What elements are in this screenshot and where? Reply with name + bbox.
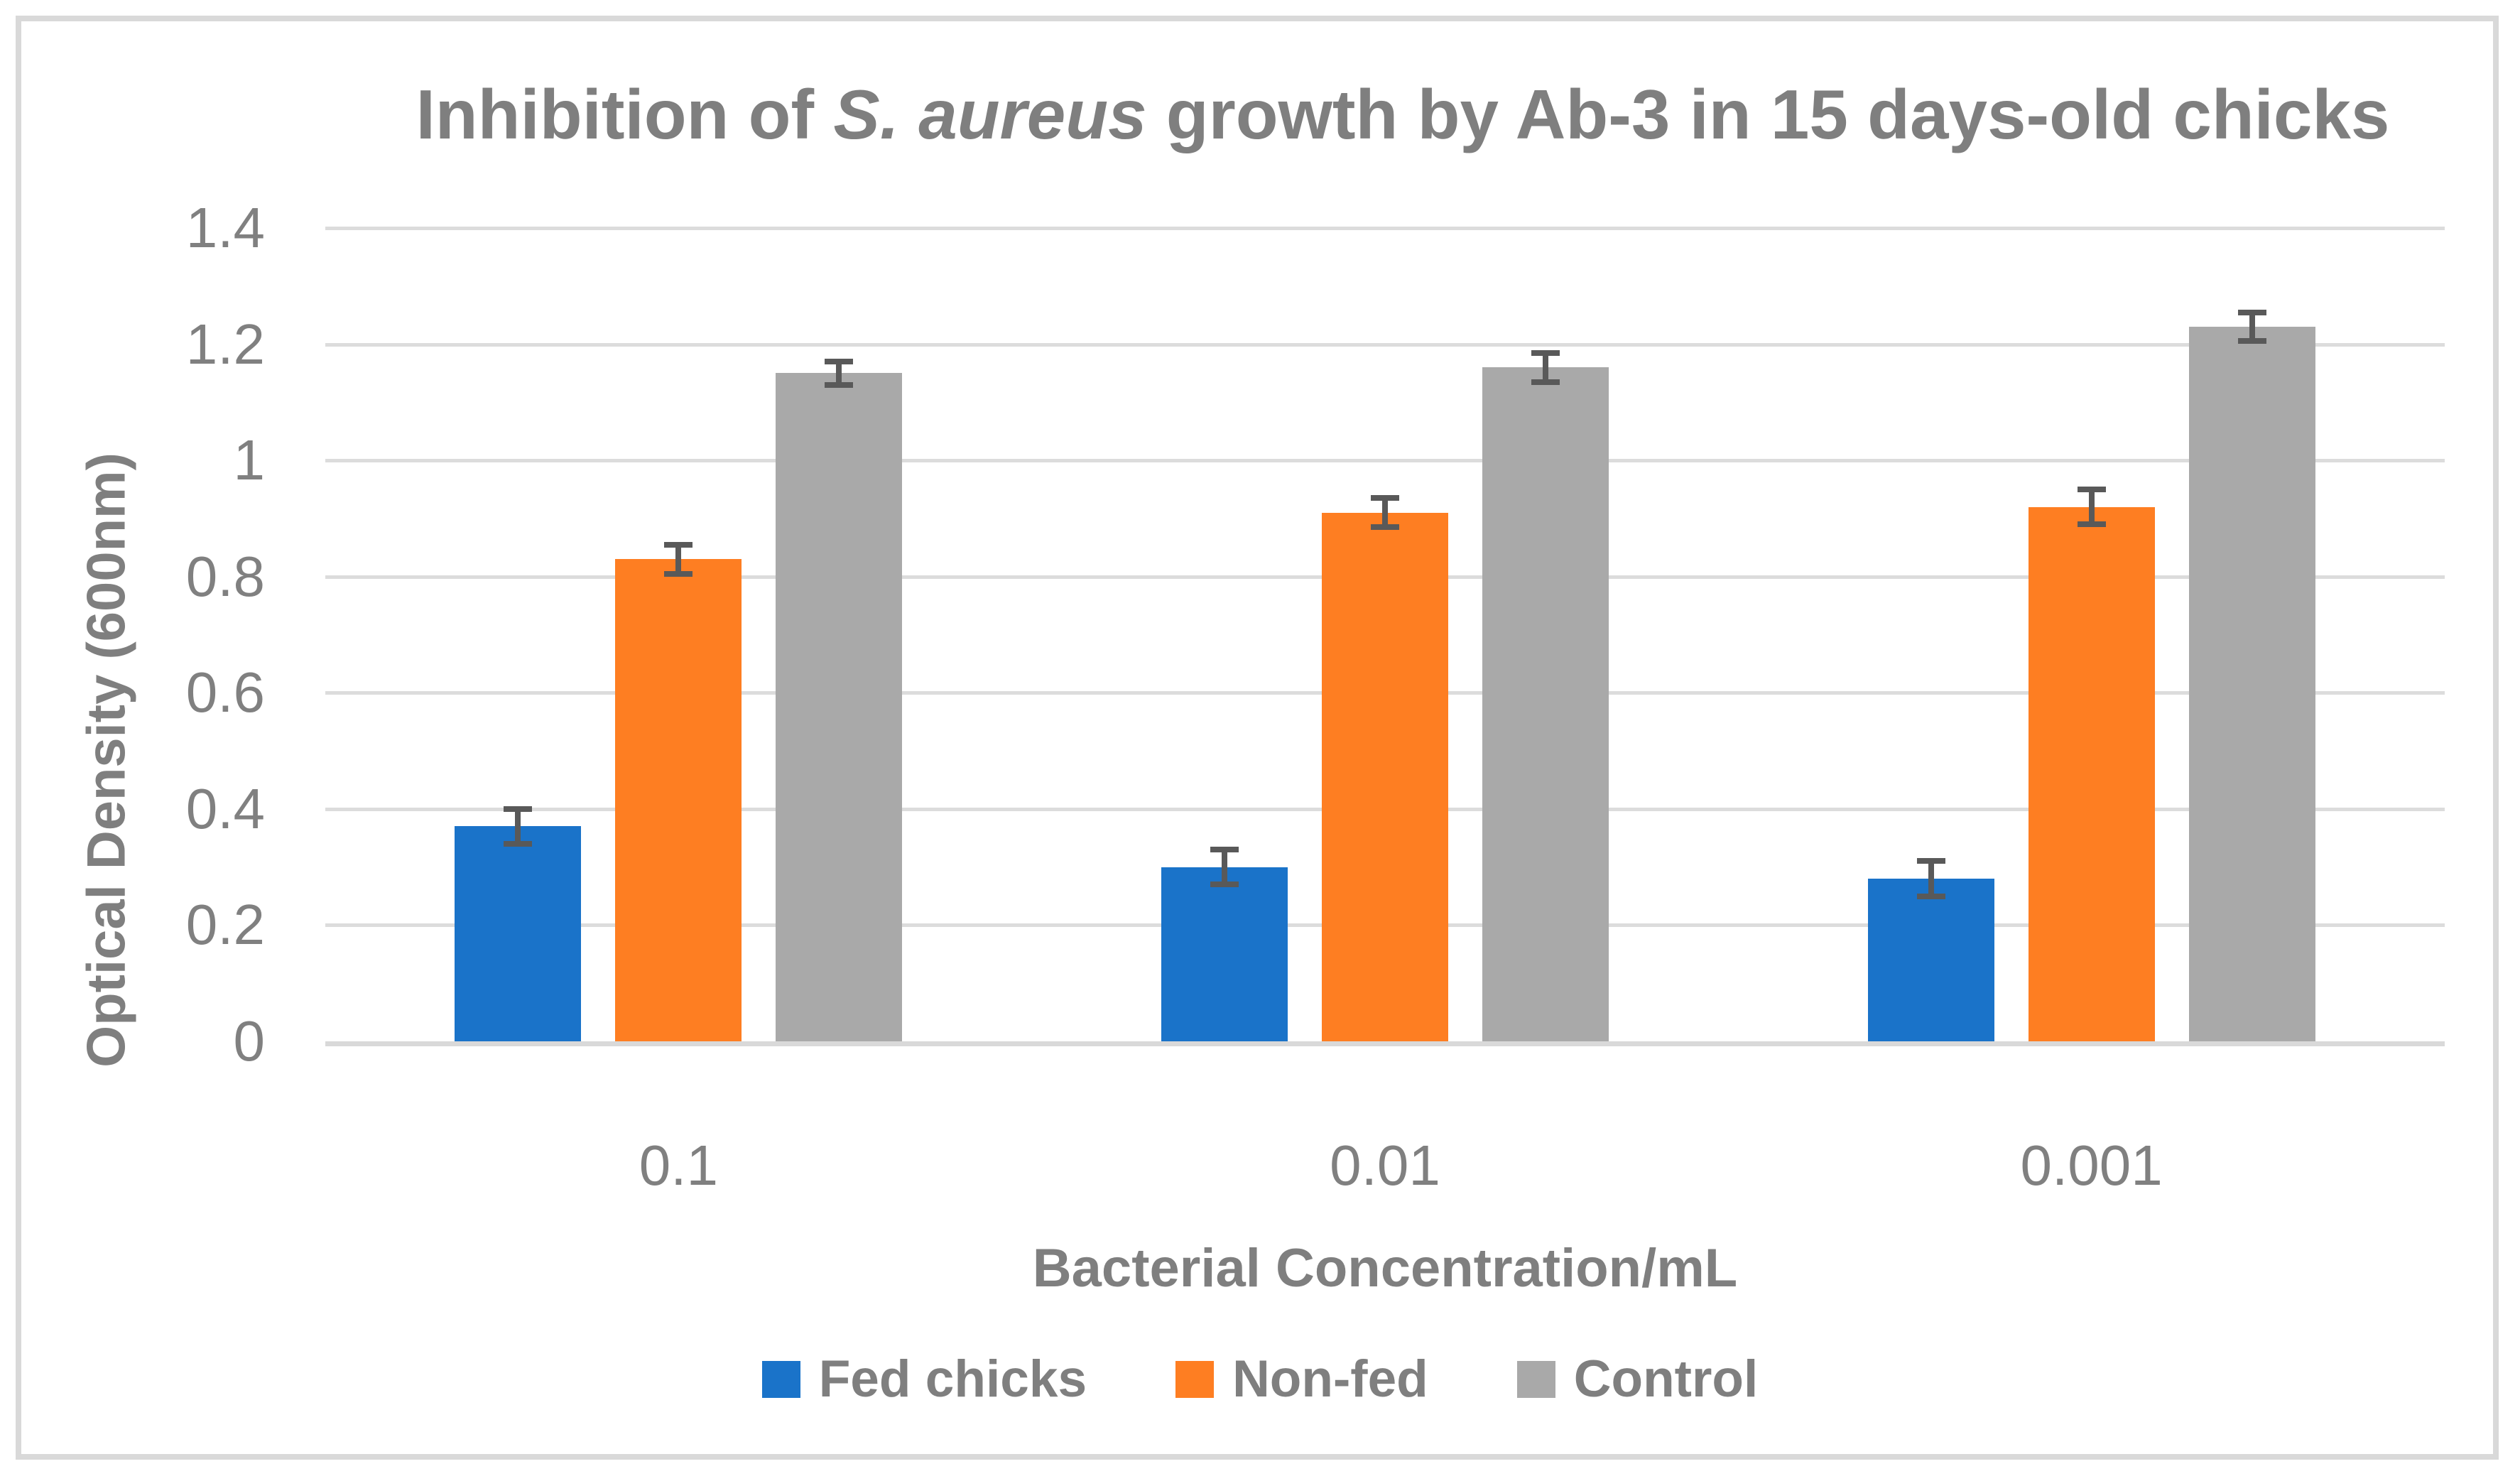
legend-item: Control [1516,1350,1759,1409]
x-tick-label: 0.01 [1330,1134,1440,1197]
plot-area [325,227,2445,1046]
y-tick-label: 1.4 [185,196,265,259]
legend-label: Fed chicks [818,1350,1087,1408]
error-bar-stem [675,544,682,574]
chart-title-italic-species: S. aureus [833,75,1147,153]
error-bar-cap [1531,379,1560,385]
error-bar-cap [2077,487,2106,493]
error-bar-cap [664,570,693,577]
error-bar-stem [1382,498,1388,528]
legend-swatch [1516,1360,1555,1398]
x-axis-line [325,1041,2445,1046]
x-tick-label: 0.001 [2020,1134,2163,1197]
legend: Fed chicks Non-fed Control [0,1350,2520,1409]
error-bar-stem [1928,861,1934,896]
y-tick-label: 0.6 [185,661,265,725]
y-tick-label: 1 [233,428,266,492]
bar [615,559,742,1041]
error-bar-cap [1916,858,1945,864]
x-tick-label: 0.1 [639,1134,718,1197]
chart-title-suffix: growth by Ab-3 in 15 days-old chicks [1146,75,2390,153]
error-bar-cap [504,840,533,847]
bar [1482,367,1609,1041]
legend-item: Non-fed [1175,1350,1428,1409]
gridline [325,227,2445,230]
error-bar-cap [1210,881,1239,888]
bar [776,373,903,1041]
legend-swatch [761,1360,800,1398]
error-bar-stem [836,362,842,385]
error-bar-stem [2088,489,2095,525]
bar [455,826,582,1041]
error-bar-stem [515,808,521,844]
legend-label: Control [1573,1350,1759,1408]
error-bar-cap [664,541,693,548]
error-bar-cap [2237,338,2266,345]
y-tick-label: 0.4 [185,776,265,840]
legend-swatch [1175,1360,1215,1398]
bar [1322,512,1448,1041]
bar [2188,327,2315,1041]
error-bar-cap [1531,349,1560,356]
chart-title-prefix: Inhibition of [416,75,834,153]
y-tick-label: 0.2 [185,893,265,957]
bar [2028,506,2155,1041]
error-bar-stem [2249,312,2255,342]
y-tick-label: 1.2 [185,312,265,376]
legend-item: Fed chicks [761,1350,1087,1409]
y-tick-label: 0 [233,1009,266,1073]
error-bar-cap [2077,521,2106,528]
error-bar-cap [1210,847,1239,853]
error-bar-stem [1543,352,1548,382]
error-bar-stem [1222,850,1227,885]
error-bar-cap [825,359,854,365]
error-bar-cap [1916,893,1945,899]
chart-frame [16,16,2499,1460]
bar [1867,879,1994,1041]
error-bar-cap [504,805,533,812]
bar [1161,867,1288,1041]
x-axis-title: Bacterial Concentration/mL [1032,1238,1738,1298]
gridline [325,459,2445,463]
error-bar-cap [1371,495,1399,501]
y-tick-label: 0.8 [185,544,265,608]
error-bar-cap [825,381,854,388]
error-bar-cap [1371,524,1399,531]
chart-title: Inhibition of S. aureus growth by Ab-3 i… [334,75,2472,153]
error-bar-cap [2237,309,2266,315]
legend-label: Non-fed [1232,1350,1428,1408]
gridline [325,342,2445,347]
